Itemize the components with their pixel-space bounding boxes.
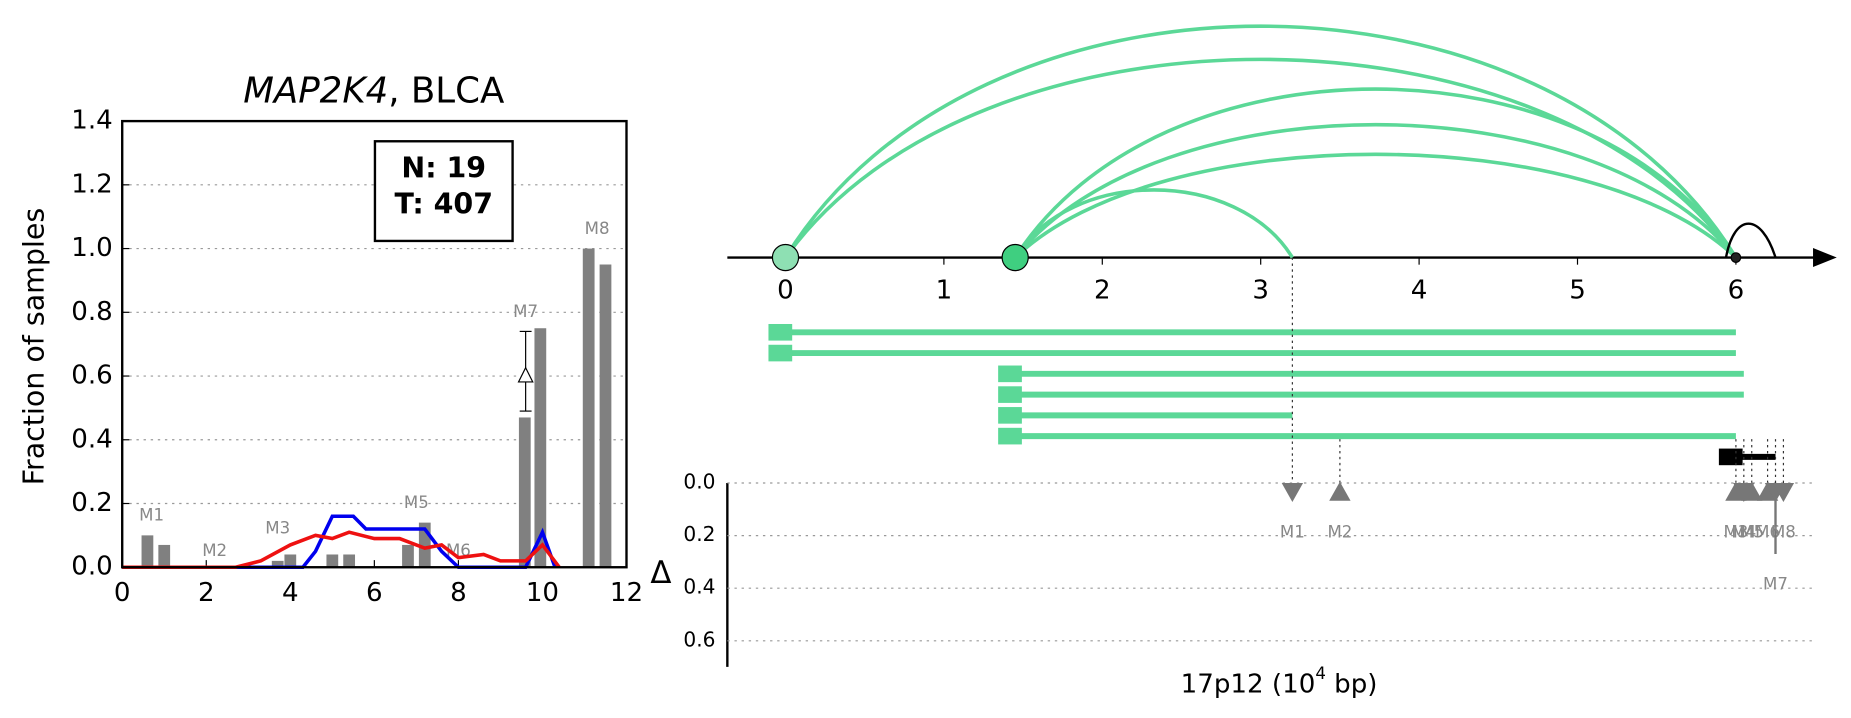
arc-link <box>1013 122 1738 259</box>
bar <box>284 554 297 568</box>
bar <box>418 522 431 568</box>
segment-start <box>998 365 1022 383</box>
bar <box>402 544 414 568</box>
marker-label: M2 <box>1327 522 1352 541</box>
segment-start <box>998 427 1022 445</box>
line-series <box>122 530 561 570</box>
bar-label: M7 <box>513 302 538 321</box>
bar <box>599 264 612 568</box>
x-label-text: 17p12 (10 <box>1181 669 1316 699</box>
y-tick-label: 1.4 <box>71 106 113 136</box>
x-tick-label: 12 <box>610 578 643 608</box>
marker <box>1741 481 1763 501</box>
error-marker <box>517 366 534 383</box>
x-tick-label: 0 <box>114 578 131 608</box>
count-text: T: 407 <box>394 187 493 220</box>
x-tick-label: 6 <box>1728 275 1745 305</box>
marker <box>1329 481 1351 501</box>
marker-label: M5 <box>1739 522 1764 541</box>
plot-frame <box>121 119 628 569</box>
bar-label: M8 <box>585 219 610 238</box>
x-tick-label: 3 <box>1252 275 1269 305</box>
marker-label: M4 <box>1731 522 1756 541</box>
arc-link <box>1013 87 1738 259</box>
marker-label: M3 <box>1723 522 1748 541</box>
x-tick-label: 4 <box>282 578 299 608</box>
segment-start <box>998 386 1022 403</box>
marker <box>1281 482 1304 502</box>
node <box>1730 252 1742 263</box>
y-tick-label: 0.0 <box>683 469 715 493</box>
segment-start <box>998 407 1022 424</box>
y-tick-label: 1.2 <box>71 169 113 199</box>
line-series <box>122 514 557 570</box>
y-tick-label: 0.6 <box>683 627 715 651</box>
bar <box>518 417 531 568</box>
bar <box>271 560 284 568</box>
bar-label: M5 <box>404 493 429 512</box>
segment-start <box>1718 448 1743 466</box>
title-rest: , BLCA <box>388 71 505 112</box>
x-tick-label: 0 <box>777 275 794 305</box>
count-box <box>373 140 514 243</box>
chart-title: MAP2K4, BLCA <box>243 71 505 112</box>
bar-label: M3 <box>265 518 290 537</box>
y-axis-label: Fraction of samples <box>18 208 51 486</box>
marker-label: M7 <box>1763 574 1788 593</box>
x-tick-label: 8 <box>450 578 467 608</box>
arc-link <box>783 24 1738 259</box>
y-tick-label: 0.8 <box>71 297 113 327</box>
bar <box>582 248 595 568</box>
bar-label: M2 <box>202 541 227 560</box>
x-tick-label: 1 <box>936 275 953 305</box>
arc-link <box>784 57 1738 259</box>
y-tick-label: 0.2 <box>683 522 715 546</box>
y-tick-label: 0.6 <box>71 361 113 391</box>
bar <box>343 554 356 568</box>
marker-label: M1 <box>1280 522 1305 541</box>
x-tick-label: 6 <box>366 578 383 608</box>
bar <box>326 554 339 568</box>
bar <box>534 328 547 568</box>
delta-label: Δ <box>650 555 671 591</box>
segment-start <box>768 344 793 362</box>
x-label-end: bp) <box>1326 669 1378 699</box>
x-tick-label: 5 <box>1569 275 1586 305</box>
x-tick-label: 4 <box>1411 275 1428 305</box>
x-tick-label: 2 <box>1094 275 1111 305</box>
bar-label: M1 <box>139 506 164 525</box>
bar <box>158 544 171 568</box>
arc-link <box>1013 152 1738 259</box>
axis-arrow <box>1813 248 1837 268</box>
y-tick-label: 0.0 <box>71 552 113 582</box>
arc-link <box>1013 188 1294 259</box>
x-axis-label: 17p12 (104 bp) <box>1181 664 1378 700</box>
y-tick-label: 0.4 <box>683 575 715 599</box>
x-label-exp: 4 <box>1315 664 1326 683</box>
bar <box>141 535 154 568</box>
marker-label: M6 <box>1755 522 1780 541</box>
y-tick-label: 0.2 <box>71 488 113 518</box>
y-tick-label: 1.0 <box>71 233 113 263</box>
x-tick-label: 2 <box>198 578 215 608</box>
x-tick-label: 10 <box>526 578 559 608</box>
count-text: N: 19 <box>401 152 486 185</box>
marker <box>1772 482 1795 502</box>
node <box>1001 243 1029 272</box>
gene-arc <box>1724 222 1777 258</box>
marker-label: M8 <box>1771 522 1796 541</box>
segment-start <box>768 323 793 341</box>
title-gene: MAP2K4 <box>243 71 388 112</box>
node <box>771 243 800 272</box>
y-tick-label: 0.4 <box>71 424 113 454</box>
